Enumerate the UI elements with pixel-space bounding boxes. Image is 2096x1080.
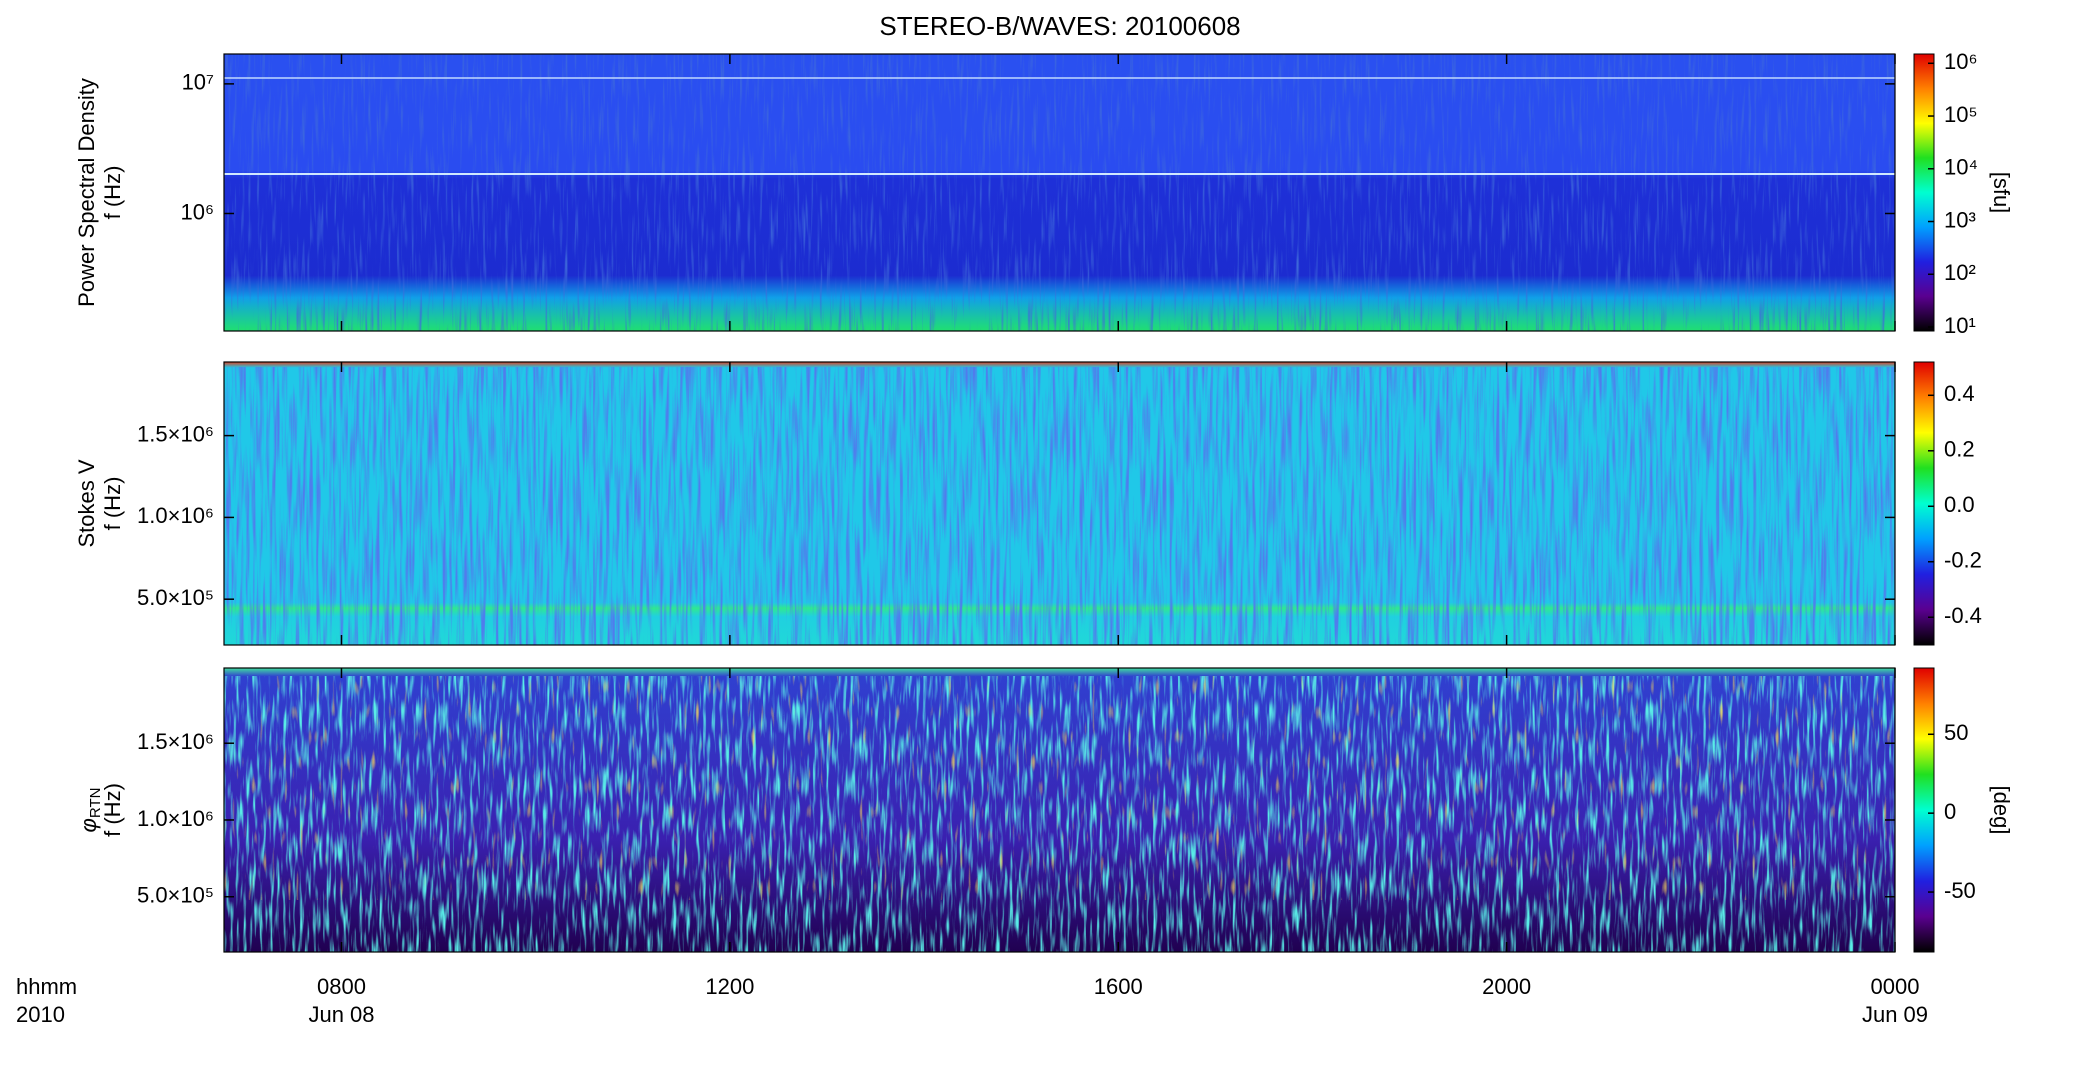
x-tick-label: 0800 — [317, 974, 366, 999]
colorbar-tick-label: 0.0 — [1944, 492, 1975, 517]
colorbar-tick-label: 10⁶ — [1944, 49, 1978, 74]
y-tick-label: 5.0×10⁵ — [137, 883, 214, 908]
colorbar-tick-label: 10¹ — [1944, 313, 1976, 338]
plot-frame — [223, 53, 1896, 332]
chart-title: STEREO-B/WAVES: 20100608 — [879, 11, 1240, 41]
x-tick-label: 1200 — [705, 974, 754, 999]
colorbar-tick-label: 10² — [1944, 260, 1976, 285]
colorbar-tick-label: 0.4 — [1944, 381, 1975, 406]
colorbar-tick-label: 10³ — [1944, 207, 1976, 232]
x-unit-label: hhmm — [16, 974, 77, 999]
y-tick-label: 1.0×10⁶ — [137, 806, 214, 831]
colorbar-tick-label: -0.2 — [1944, 548, 1982, 573]
x-unit-label: 2010 — [16, 1002, 65, 1027]
y-axis-label-subscript: RTN — [87, 788, 104, 819]
y-tick-label: 1.0×10⁶ — [137, 503, 214, 528]
colorbar — [1913, 53, 1935, 332]
colorbar-tick-label: 10⁴ — [1944, 155, 1978, 180]
y-axis-label: Stokes V — [74, 459, 99, 547]
plot-frame — [223, 361, 1896, 646]
colorbar-tick-label: 10⁵ — [1944, 102, 1978, 127]
plot-frame — [223, 667, 1896, 953]
colorbar-label: [sfu] — [1989, 172, 2014, 214]
y-tick-label: 1.5×10⁶ — [137, 729, 214, 754]
colorbar-tick-label: 0.2 — [1944, 437, 1975, 462]
y-axis-label: f (Hz) — [100, 477, 125, 531]
x-date-label: Jun 08 — [308, 1002, 374, 1027]
x-tick-label: 1600 — [1094, 974, 1143, 999]
colorbar-tick-label: 0 — [1944, 799, 1956, 824]
y-tick-label: 10⁶ — [180, 199, 214, 224]
y-axis-label: f (Hz) — [100, 166, 125, 220]
y-axis-label-symbol: φ — [76, 818, 101, 832]
y-axis-label: Power Spectral Density f (Hz) — [74, 78, 125, 307]
y-tick-label: 10⁷ — [182, 70, 214, 95]
colorbar — [1913, 667, 1935, 953]
spectrogram-texture — [224, 367, 1895, 645]
x-tick-label: 0000 — [1871, 974, 1920, 999]
colorbar-label: [deg] — [1989, 786, 2014, 835]
y-tick-label: 5.0×10⁵ — [137, 585, 214, 610]
x-date-label: Jun 09 — [1862, 1002, 1928, 1027]
y-axis-label: Power Spectral Density — [74, 78, 99, 307]
colorbar-tick-label: 50 — [1944, 720, 1968, 745]
x-tick-label: 2000 — [1482, 974, 1531, 999]
spectrogram-texture — [224, 676, 1895, 900]
colorbar — [1913, 361, 1935, 646]
spectrogram-texture — [224, 54, 1895, 331]
colorbar-tick-label: -0.4 — [1944, 603, 1982, 628]
y-axis-label: f (Hz) — [100, 783, 125, 837]
y-tick-label: 1.5×10⁶ — [137, 421, 214, 446]
colorbar-tick-label: -50 — [1944, 878, 1976, 903]
y-axis-label: φRTN — [76, 788, 104, 833]
